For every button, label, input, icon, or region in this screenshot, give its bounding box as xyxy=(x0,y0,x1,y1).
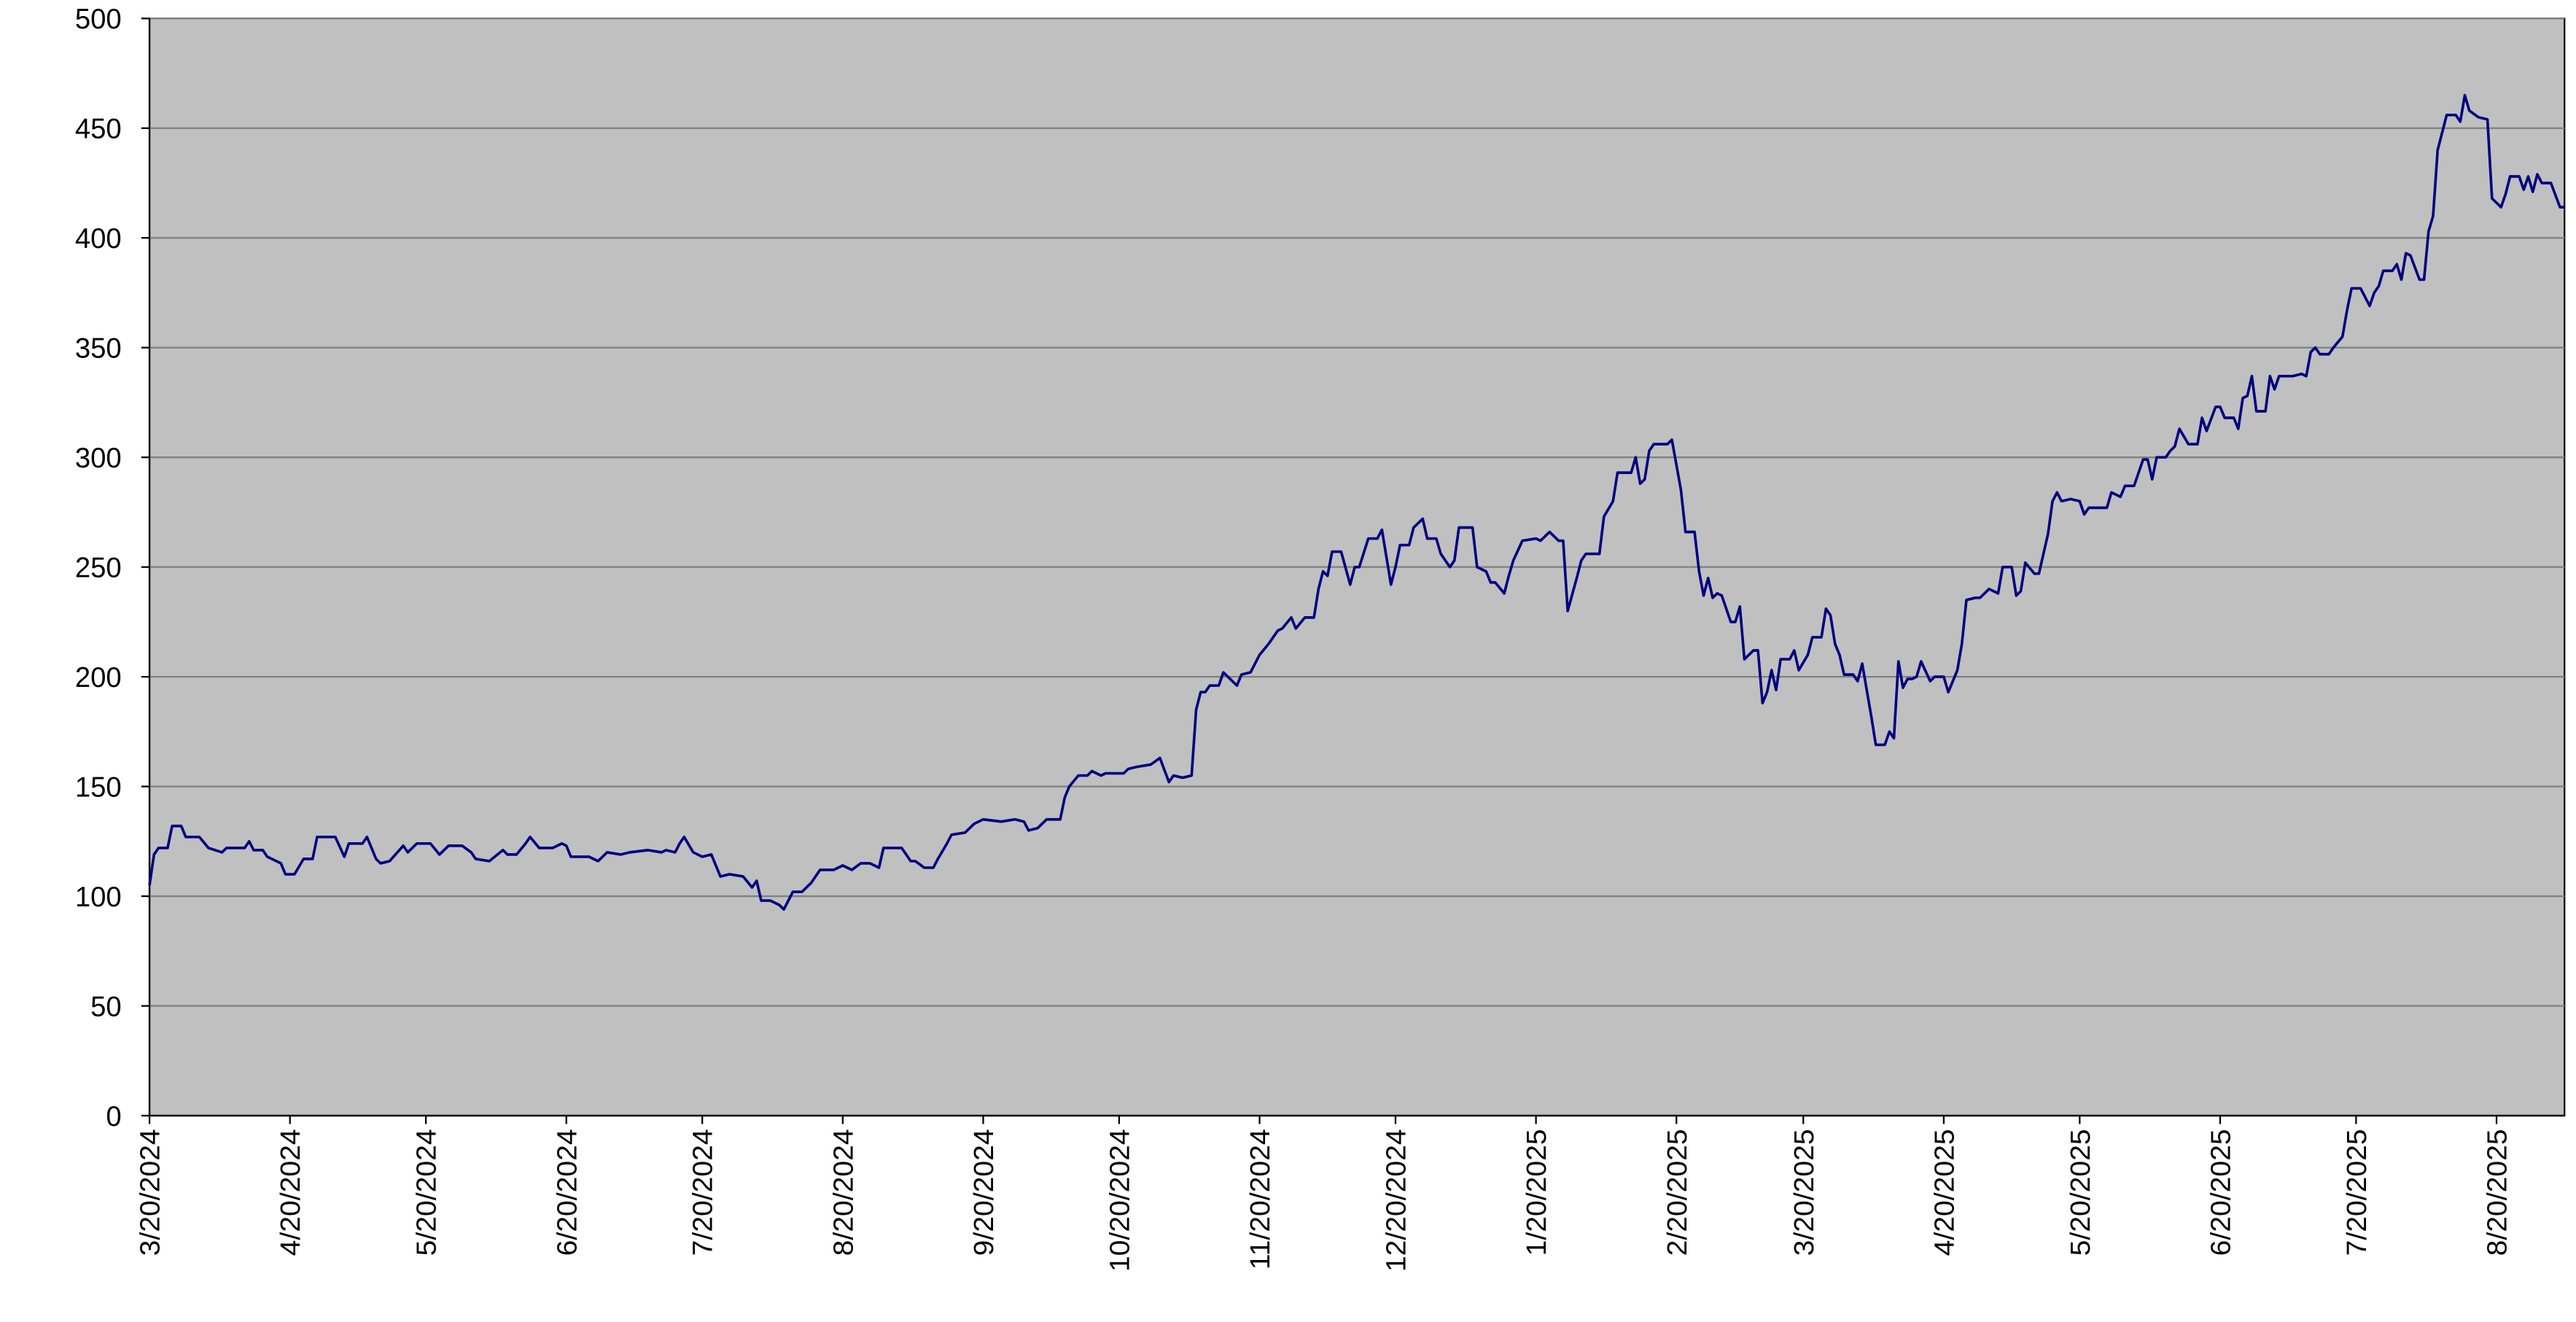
x-tick-label: 4/20/2025 xyxy=(1929,1129,1961,1256)
x-tick-label: 7/20/2025 xyxy=(2341,1129,2373,1256)
x-tick-label: 6/20/2025 xyxy=(2206,1129,2237,1256)
y-tick-label: 250 xyxy=(75,552,122,583)
y-tick-label: 500 xyxy=(75,4,122,35)
price-line xyxy=(148,93,2565,911)
x-tick-label: 2/20/2025 xyxy=(1662,1129,1693,1256)
x-tick-label: 12/20/2024 xyxy=(1381,1129,1412,1272)
y-tick-label: 450 xyxy=(75,113,122,144)
y-tick-label: 200 xyxy=(75,662,122,693)
x-tick-label: 8/20/2025 xyxy=(2482,1129,2513,1256)
y-tick-label: 400 xyxy=(75,223,122,254)
x-tick-label: 7/20/2024 xyxy=(688,1129,719,1256)
y-tick-label: 150 xyxy=(75,771,122,803)
x-tick-label: 11/20/2024 xyxy=(1245,1129,1276,1269)
y-tick-label: 100 xyxy=(75,882,122,913)
x-tick-label: 5/20/2025 xyxy=(2065,1129,2096,1256)
x-tick-label: 6/20/2024 xyxy=(552,1129,583,1256)
x-tick-label: 5/20/2024 xyxy=(411,1129,443,1256)
y-tick-label: 0 xyxy=(106,1100,121,1132)
x-tick-label: 3/20/2024 xyxy=(135,1129,166,1256)
y-tick-label: 350 xyxy=(75,333,122,364)
x-tick-label: 9/20/2024 xyxy=(968,1129,1000,1256)
x-tick-label: 4/20/2024 xyxy=(276,1129,307,1256)
x-tick-label: 10/20/2024 xyxy=(1105,1129,1136,1272)
y-tick-label: 50 xyxy=(90,991,122,1022)
x-tick-label: 8/20/2024 xyxy=(828,1129,860,1256)
x-tick-label: 1/20/2025 xyxy=(1521,1129,1552,1256)
x-tick-label: 3/20/2025 xyxy=(1789,1129,1820,1256)
y-tick-label: 300 xyxy=(75,443,122,474)
